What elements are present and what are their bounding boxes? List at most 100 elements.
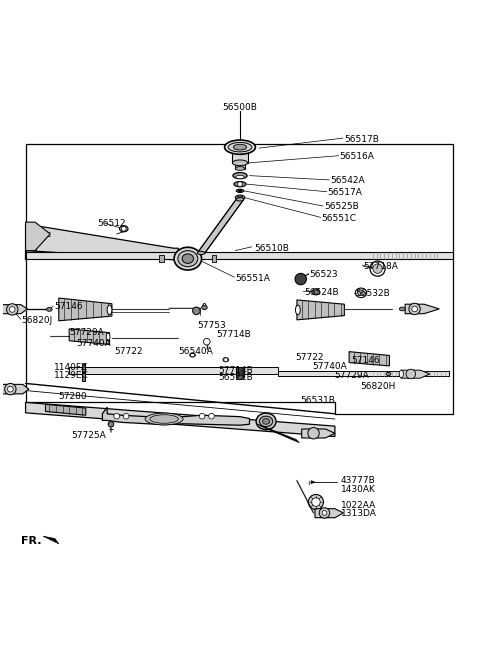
- Text: 56820J: 56820J: [22, 316, 53, 325]
- Polygon shape: [197, 199, 244, 253]
- Text: 56510B: 56510B: [254, 244, 289, 253]
- Ellipse shape: [256, 413, 276, 430]
- Polygon shape: [401, 370, 430, 378]
- Polygon shape: [159, 255, 164, 261]
- Polygon shape: [405, 304, 439, 313]
- Text: 56532B: 56532B: [355, 289, 390, 298]
- Circle shape: [308, 428, 319, 439]
- Text: 56820H: 56820H: [360, 382, 396, 391]
- Circle shape: [409, 303, 420, 315]
- Ellipse shape: [228, 142, 252, 152]
- Circle shape: [209, 413, 215, 419]
- Circle shape: [312, 498, 320, 506]
- Circle shape: [192, 307, 200, 315]
- Text: 57146: 57146: [351, 356, 380, 365]
- Text: 57753: 57753: [197, 321, 226, 330]
- Text: 56517B: 56517B: [344, 135, 379, 144]
- Polygon shape: [311, 481, 315, 483]
- Text: 1430AK: 1430AK: [341, 485, 376, 494]
- Ellipse shape: [150, 415, 179, 423]
- Ellipse shape: [47, 308, 52, 311]
- Ellipse shape: [235, 167, 245, 170]
- Ellipse shape: [232, 160, 248, 166]
- Circle shape: [7, 304, 18, 315]
- Circle shape: [199, 413, 205, 419]
- Circle shape: [224, 358, 228, 362]
- Circle shape: [412, 306, 418, 311]
- Ellipse shape: [260, 416, 273, 426]
- Ellipse shape: [178, 251, 198, 266]
- Text: 56525B: 56525B: [324, 202, 359, 212]
- Text: 56551A: 56551A: [235, 274, 270, 283]
- Ellipse shape: [235, 195, 245, 200]
- Text: 1022AA: 1022AA: [341, 502, 376, 511]
- Bar: [82, 364, 85, 372]
- Text: 57740A: 57740A: [76, 339, 111, 347]
- Circle shape: [406, 369, 416, 379]
- Text: 57740A: 57740A: [312, 362, 348, 371]
- Polygon shape: [0, 385, 29, 394]
- Polygon shape: [69, 367, 278, 374]
- Polygon shape: [25, 402, 335, 437]
- Text: 57729A: 57729A: [69, 328, 104, 337]
- Circle shape: [239, 189, 241, 192]
- Circle shape: [191, 353, 194, 357]
- Text: 1140FZ: 1140FZ: [54, 363, 88, 372]
- Bar: [236, 367, 244, 377]
- Ellipse shape: [237, 196, 243, 199]
- Circle shape: [121, 227, 126, 231]
- Polygon shape: [25, 222, 50, 251]
- Text: 56517A: 56517A: [328, 188, 363, 197]
- Ellipse shape: [225, 140, 255, 154]
- Text: 56540A: 56540A: [179, 347, 213, 356]
- Ellipse shape: [237, 375, 243, 379]
- Ellipse shape: [202, 306, 207, 310]
- Text: 57729A: 57729A: [334, 372, 369, 380]
- Circle shape: [108, 421, 114, 427]
- Ellipse shape: [236, 176, 244, 179]
- Circle shape: [322, 511, 327, 515]
- Ellipse shape: [312, 289, 320, 295]
- Ellipse shape: [399, 370, 404, 377]
- Text: 56500B: 56500B: [223, 103, 257, 112]
- Ellipse shape: [223, 358, 228, 362]
- Polygon shape: [278, 371, 449, 376]
- Circle shape: [5, 383, 16, 395]
- Ellipse shape: [120, 226, 128, 232]
- Ellipse shape: [399, 307, 405, 311]
- Polygon shape: [25, 224, 179, 260]
- Circle shape: [295, 274, 306, 285]
- Polygon shape: [25, 253, 454, 259]
- Polygon shape: [349, 352, 389, 366]
- Ellipse shape: [106, 333, 110, 341]
- Circle shape: [10, 306, 15, 312]
- Bar: [82, 374, 85, 381]
- Circle shape: [8, 387, 13, 392]
- Text: 56523: 56523: [310, 270, 338, 279]
- Text: 43777B: 43777B: [341, 476, 376, 485]
- Ellipse shape: [182, 254, 193, 263]
- Ellipse shape: [236, 198, 244, 201]
- Text: 56524B: 56524B: [304, 288, 339, 297]
- Ellipse shape: [174, 247, 202, 270]
- Ellipse shape: [203, 304, 206, 310]
- Polygon shape: [102, 407, 250, 425]
- Polygon shape: [2, 305, 27, 313]
- Text: 57714B: 57714B: [216, 330, 251, 339]
- Text: 56542A: 56542A: [330, 176, 365, 185]
- Polygon shape: [297, 300, 344, 320]
- Ellipse shape: [234, 182, 246, 187]
- Text: 56512: 56512: [97, 219, 126, 228]
- Polygon shape: [257, 424, 300, 443]
- Circle shape: [204, 338, 210, 345]
- Polygon shape: [232, 148, 248, 163]
- Text: 1313DA: 1313DA: [341, 509, 377, 518]
- Circle shape: [373, 264, 383, 274]
- Text: 57718A: 57718A: [363, 262, 398, 271]
- Text: 56516A: 56516A: [340, 152, 374, 161]
- Circle shape: [319, 508, 330, 518]
- Ellipse shape: [296, 305, 300, 315]
- Circle shape: [114, 413, 120, 419]
- Text: 57722: 57722: [296, 353, 324, 362]
- Text: 57146: 57146: [54, 302, 83, 311]
